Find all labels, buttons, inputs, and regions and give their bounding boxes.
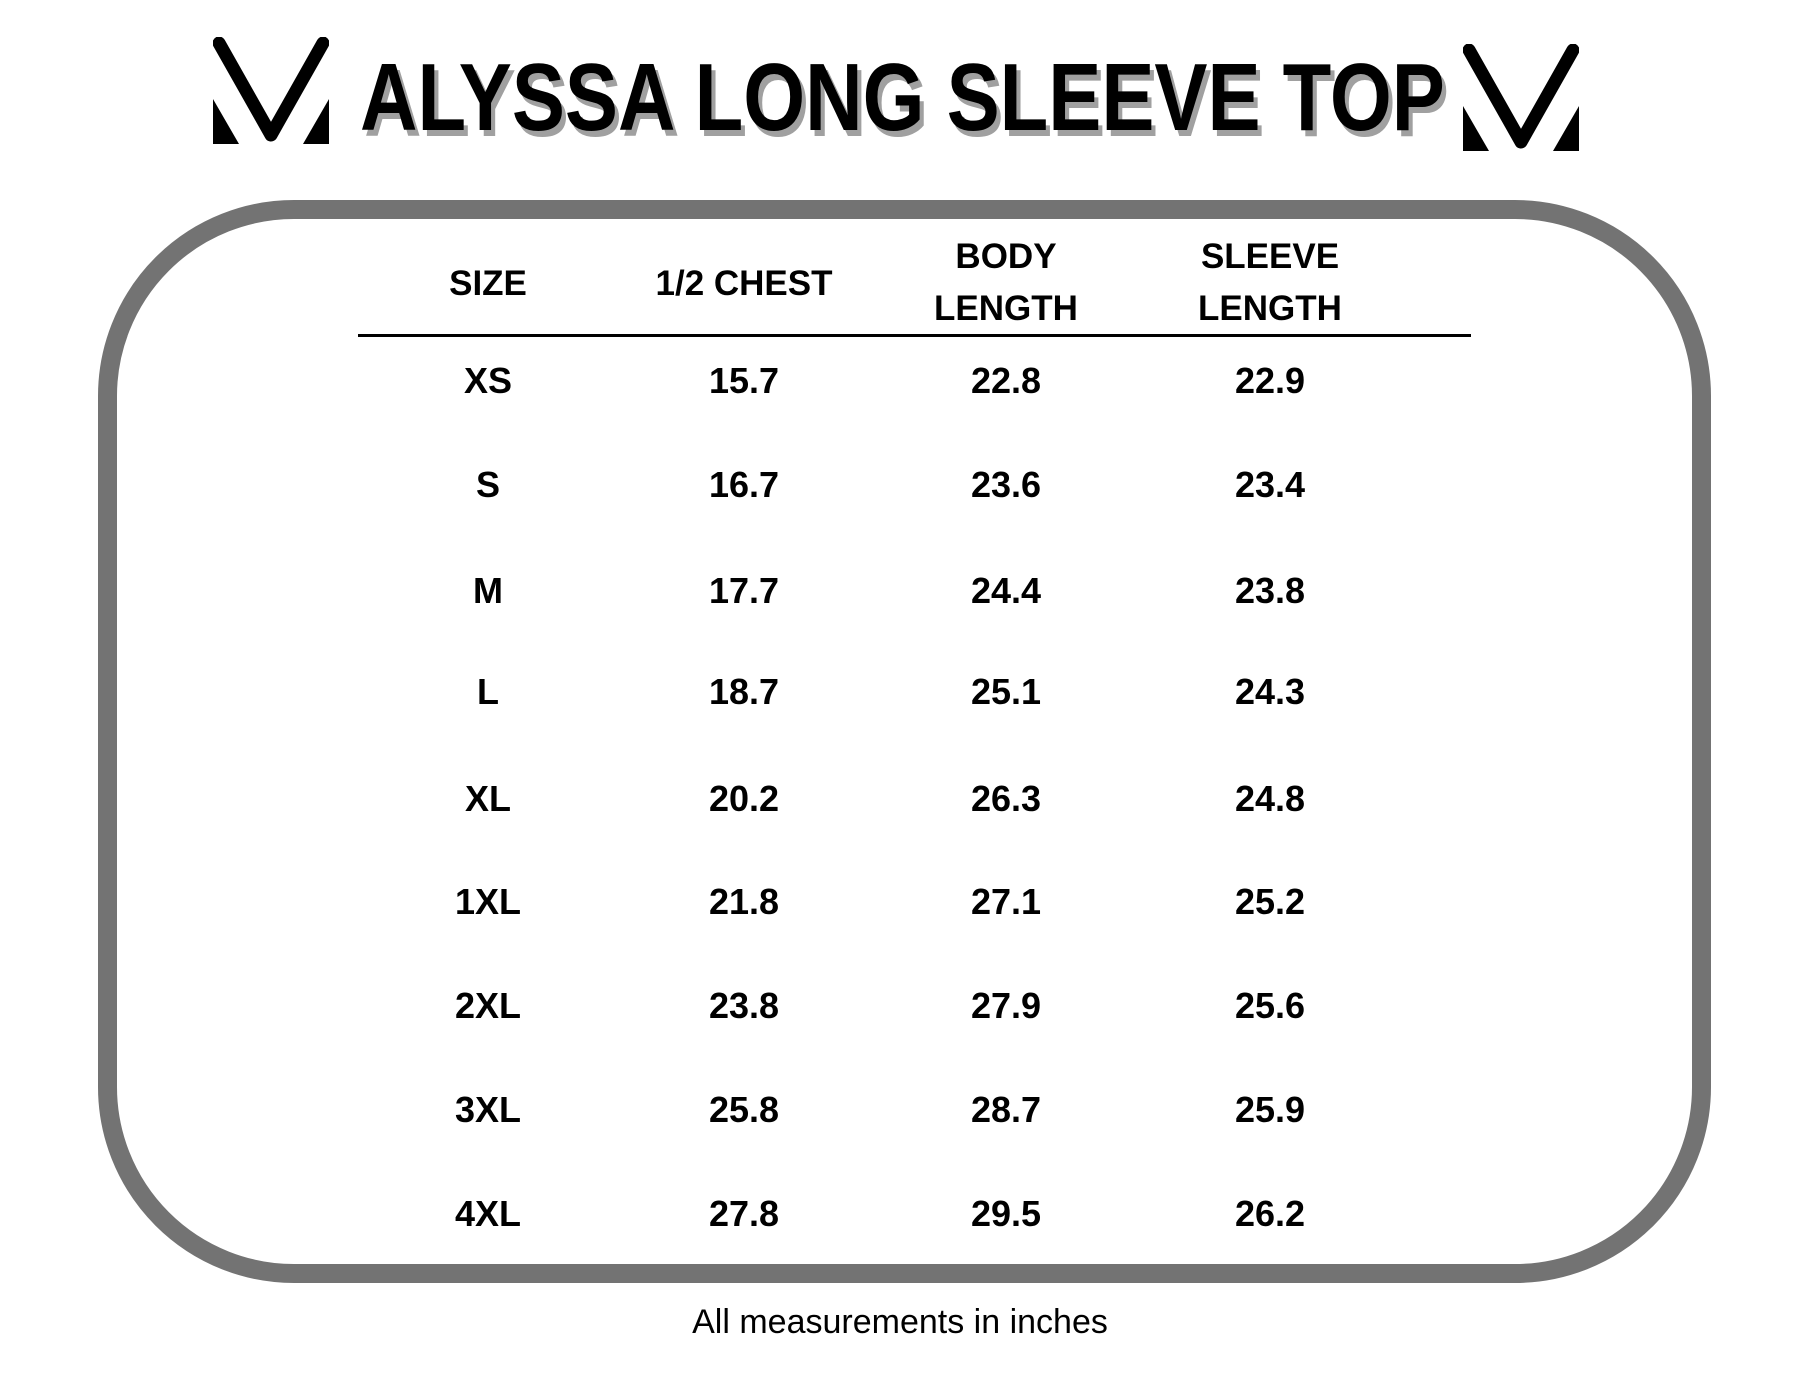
header-line1: SLEEVE — [1200, 237, 1340, 276]
cell-sleeve-length: 22.9 — [1234, 360, 1306, 401]
column-header-body-length: BODY LENGTH — [934, 231, 1078, 335]
cell-size: XL — [464, 778, 512, 819]
cell-body-length: 27.1 — [970, 881, 1042, 922]
cell-half-chest: 20.2 — [708, 778, 780, 819]
cell-body-length: 23.6 — [970, 464, 1042, 505]
cell-half-chest: 18.7 — [708, 671, 780, 712]
cell-body-length: 29.5 — [970, 1193, 1042, 1234]
page-title: ALYSSA LONG SLEEVE TOP — [360, 48, 1450, 148]
cell-half-chest: 27.8 — [708, 1193, 780, 1234]
cell-half-chest: 17.7 — [708, 570, 780, 611]
cell-sleeve-length: 23.4 — [1234, 464, 1306, 505]
cell-size: 1XL — [454, 881, 522, 922]
cell-half-chest: 15.7 — [708, 360, 780, 401]
cell-half-chest: 23.8 — [708, 985, 780, 1026]
cell-body-length: 26.3 — [970, 778, 1042, 819]
cell-size: XS — [463, 360, 513, 401]
column-header-half-chest: 1/2 CHEST — [656, 258, 833, 310]
cell-half-chest: 21.8 — [708, 881, 780, 922]
title-text: ALYSSA LONG SLEEVE TOP — [360, 44, 1445, 151]
cell-body-length: 28.7 — [970, 1089, 1042, 1130]
cell-sleeve-length: 24.3 — [1234, 671, 1306, 712]
brand-logo-right — [1463, 44, 1579, 151]
cell-sleeve-length: 24.8 — [1234, 778, 1306, 819]
cell-sleeve-length: 26.2 — [1234, 1193, 1306, 1234]
header-line1: BODY — [955, 237, 1057, 276]
cell-sleeve-length: 25.9 — [1234, 1089, 1306, 1130]
cell-body-length: 25.1 — [970, 671, 1042, 712]
cell-size: 2XL — [454, 985, 522, 1026]
column-header-size: SIZE — [449, 258, 527, 310]
cell-size: M — [473, 570, 503, 611]
header-line2: LENGTH — [934, 289, 1078, 328]
cell-sleeve-length: 25.2 — [1234, 881, 1306, 922]
size-chart-frame — [98, 200, 1711, 1283]
cell-half-chest: 16.7 — [708, 464, 780, 505]
cell-size: L — [477, 671, 499, 712]
header-divider — [358, 334, 1471, 337]
cell-body-length: 27.9 — [970, 985, 1042, 1026]
cell-half-chest: 25.8 — [708, 1089, 780, 1130]
cell-size: S — [475, 464, 501, 505]
brand-logo-left — [213, 37, 329, 144]
footer-note: All measurements in inches — [692, 1303, 1108, 1341]
cell-size: 3XL — [454, 1089, 522, 1130]
cell-size: 4XL — [454, 1193, 522, 1234]
cell-sleeve-length: 25.6 — [1234, 985, 1306, 1026]
column-header-sleeve-length: SLEEVE LENGTH — [1198, 231, 1342, 335]
cell-sleeve-length: 23.8 — [1234, 570, 1306, 611]
header-line1: 1/2 CHEST — [655, 264, 833, 303]
header-line1: SIZE — [449, 264, 527, 303]
cell-body-length: 22.8 — [970, 360, 1042, 401]
header-line2: LENGTH — [1198, 289, 1342, 328]
cell-body-length: 24.4 — [970, 570, 1042, 611]
